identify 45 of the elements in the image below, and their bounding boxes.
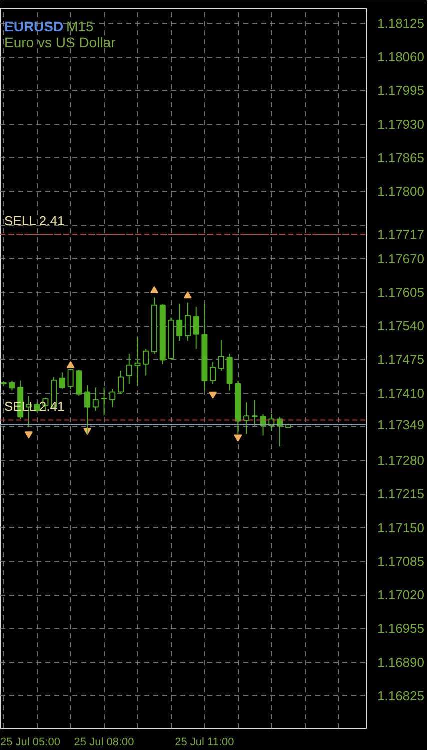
y-tick-label: 1.17020 [378, 588, 424, 603]
text: EURUSD [4, 18, 64, 34]
candlestick [218, 340, 224, 372]
candlestick [143, 348, 150, 376]
y-tick-label: 1.17475 [378, 352, 424, 368]
y-tick-label: 1.16890 [378, 654, 424, 670]
y-tick-label: 1.17670 [378, 251, 424, 266]
candlestick [176, 303, 183, 342]
y-tick-label: 1.17410 [378, 386, 424, 401]
y-tick-label: 1.17865 [378, 150, 424, 166]
y-tick-label: 1.17085 [378, 554, 424, 569]
y-tick-label: 1.17215 [378, 486, 424, 502]
y-tick-label: 1.18125 [378, 16, 424, 31]
candlestick [92, 387, 99, 412]
candlestick [59, 372, 66, 390]
candlestick [118, 370, 124, 395]
y-tick-label: 1.17150 [378, 520, 424, 536]
candlestick [9, 380, 16, 392]
text: Euro vs US Dollar [4, 34, 116, 50]
candlestick [126, 354, 132, 385]
y-tick-label: 1.16955 [378, 621, 424, 636]
candlestick [210, 362, 216, 385]
y-tick-label: 1.17800 [378, 184, 424, 200]
candlestick [101, 387, 108, 416]
y-tick-label: 1.17930 [378, 116, 424, 132]
candlestick [76, 370, 82, 396]
candlestick [68, 368, 74, 390]
y-tick-label: 1.17605 [378, 284, 424, 300]
y-tick-label: 1.17349 [378, 417, 424, 432]
candlestick [193, 306, 200, 350]
x-tick-label: 25 Jul 08:00 [74, 736, 134, 748]
candlestick [110, 388, 116, 408]
candlestick [184, 302, 191, 342]
ref-line-label: SELL 2.41 [4, 214, 65, 229]
candlestick [134, 336, 141, 386]
x-tick-label: 25 Jul 11:00 [175, 736, 234, 748]
y-tick-label: 1.17540 [378, 318, 424, 334]
y-tick-label: 1.17995 [378, 83, 424, 98]
candlestick [252, 400, 258, 426]
y-tick-label: 1.17717 [378, 227, 424, 242]
x-tick-label: 25 Jul 05:00 [0, 736, 60, 748]
y-tick-label: 1.18060 [378, 50, 424, 65]
y-tick-label: 1.16825 [378, 688, 424, 704]
annotation: M15 [66, 18, 94, 34]
y-tick-label: 1.17280 [378, 453, 424, 468]
